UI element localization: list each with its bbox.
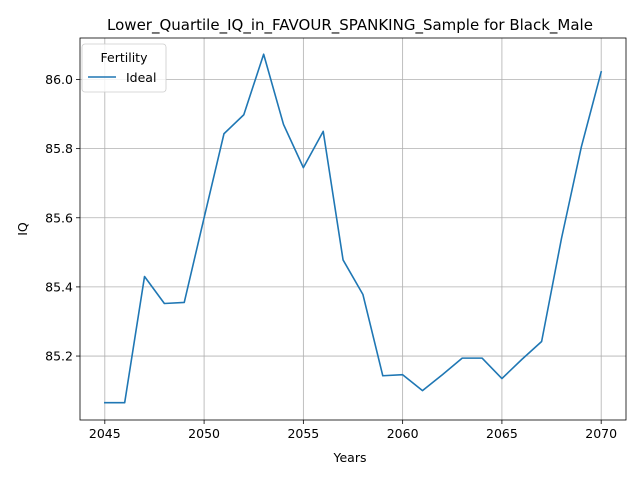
y-axis-label: IQ xyxy=(15,222,30,236)
x-tick-label: 2050 xyxy=(188,426,220,441)
legend: Fertility Ideal xyxy=(81,43,167,93)
chart-title: Lower_Quartile_IQ_in_FAVOUR_SPANKING_Sam… xyxy=(107,16,593,35)
legend-box xyxy=(81,43,167,93)
x-tick-label: 2065 xyxy=(486,426,518,441)
x-tick-label: 2055 xyxy=(287,426,319,441)
x-tick-label: 2070 xyxy=(585,426,617,441)
series-line-ideal xyxy=(104,53,603,404)
x-tick-label: 2060 xyxy=(387,426,419,441)
y-tick-label: 85.4 xyxy=(45,279,73,294)
y-tick-label: 85.8 xyxy=(45,141,73,156)
x-tick-label: 2045 xyxy=(89,426,121,441)
plot-frame xyxy=(79,37,627,421)
series-layer xyxy=(104,53,603,404)
y-tick-label: 86.0 xyxy=(45,72,73,87)
x-axis-label: Years xyxy=(333,450,367,465)
grid xyxy=(80,38,626,420)
legend-title: Fertility xyxy=(101,50,149,65)
y-axis: 85.2 85.4 85.6 85.8 86.0 xyxy=(45,72,80,364)
x-axis: 2045 2050 2055 2060 2065 2070 xyxy=(89,420,617,441)
legend-entry-ideal: Ideal xyxy=(126,70,156,85)
y-tick-label: 85.2 xyxy=(45,349,73,364)
y-tick-label: 85.6 xyxy=(45,210,73,225)
